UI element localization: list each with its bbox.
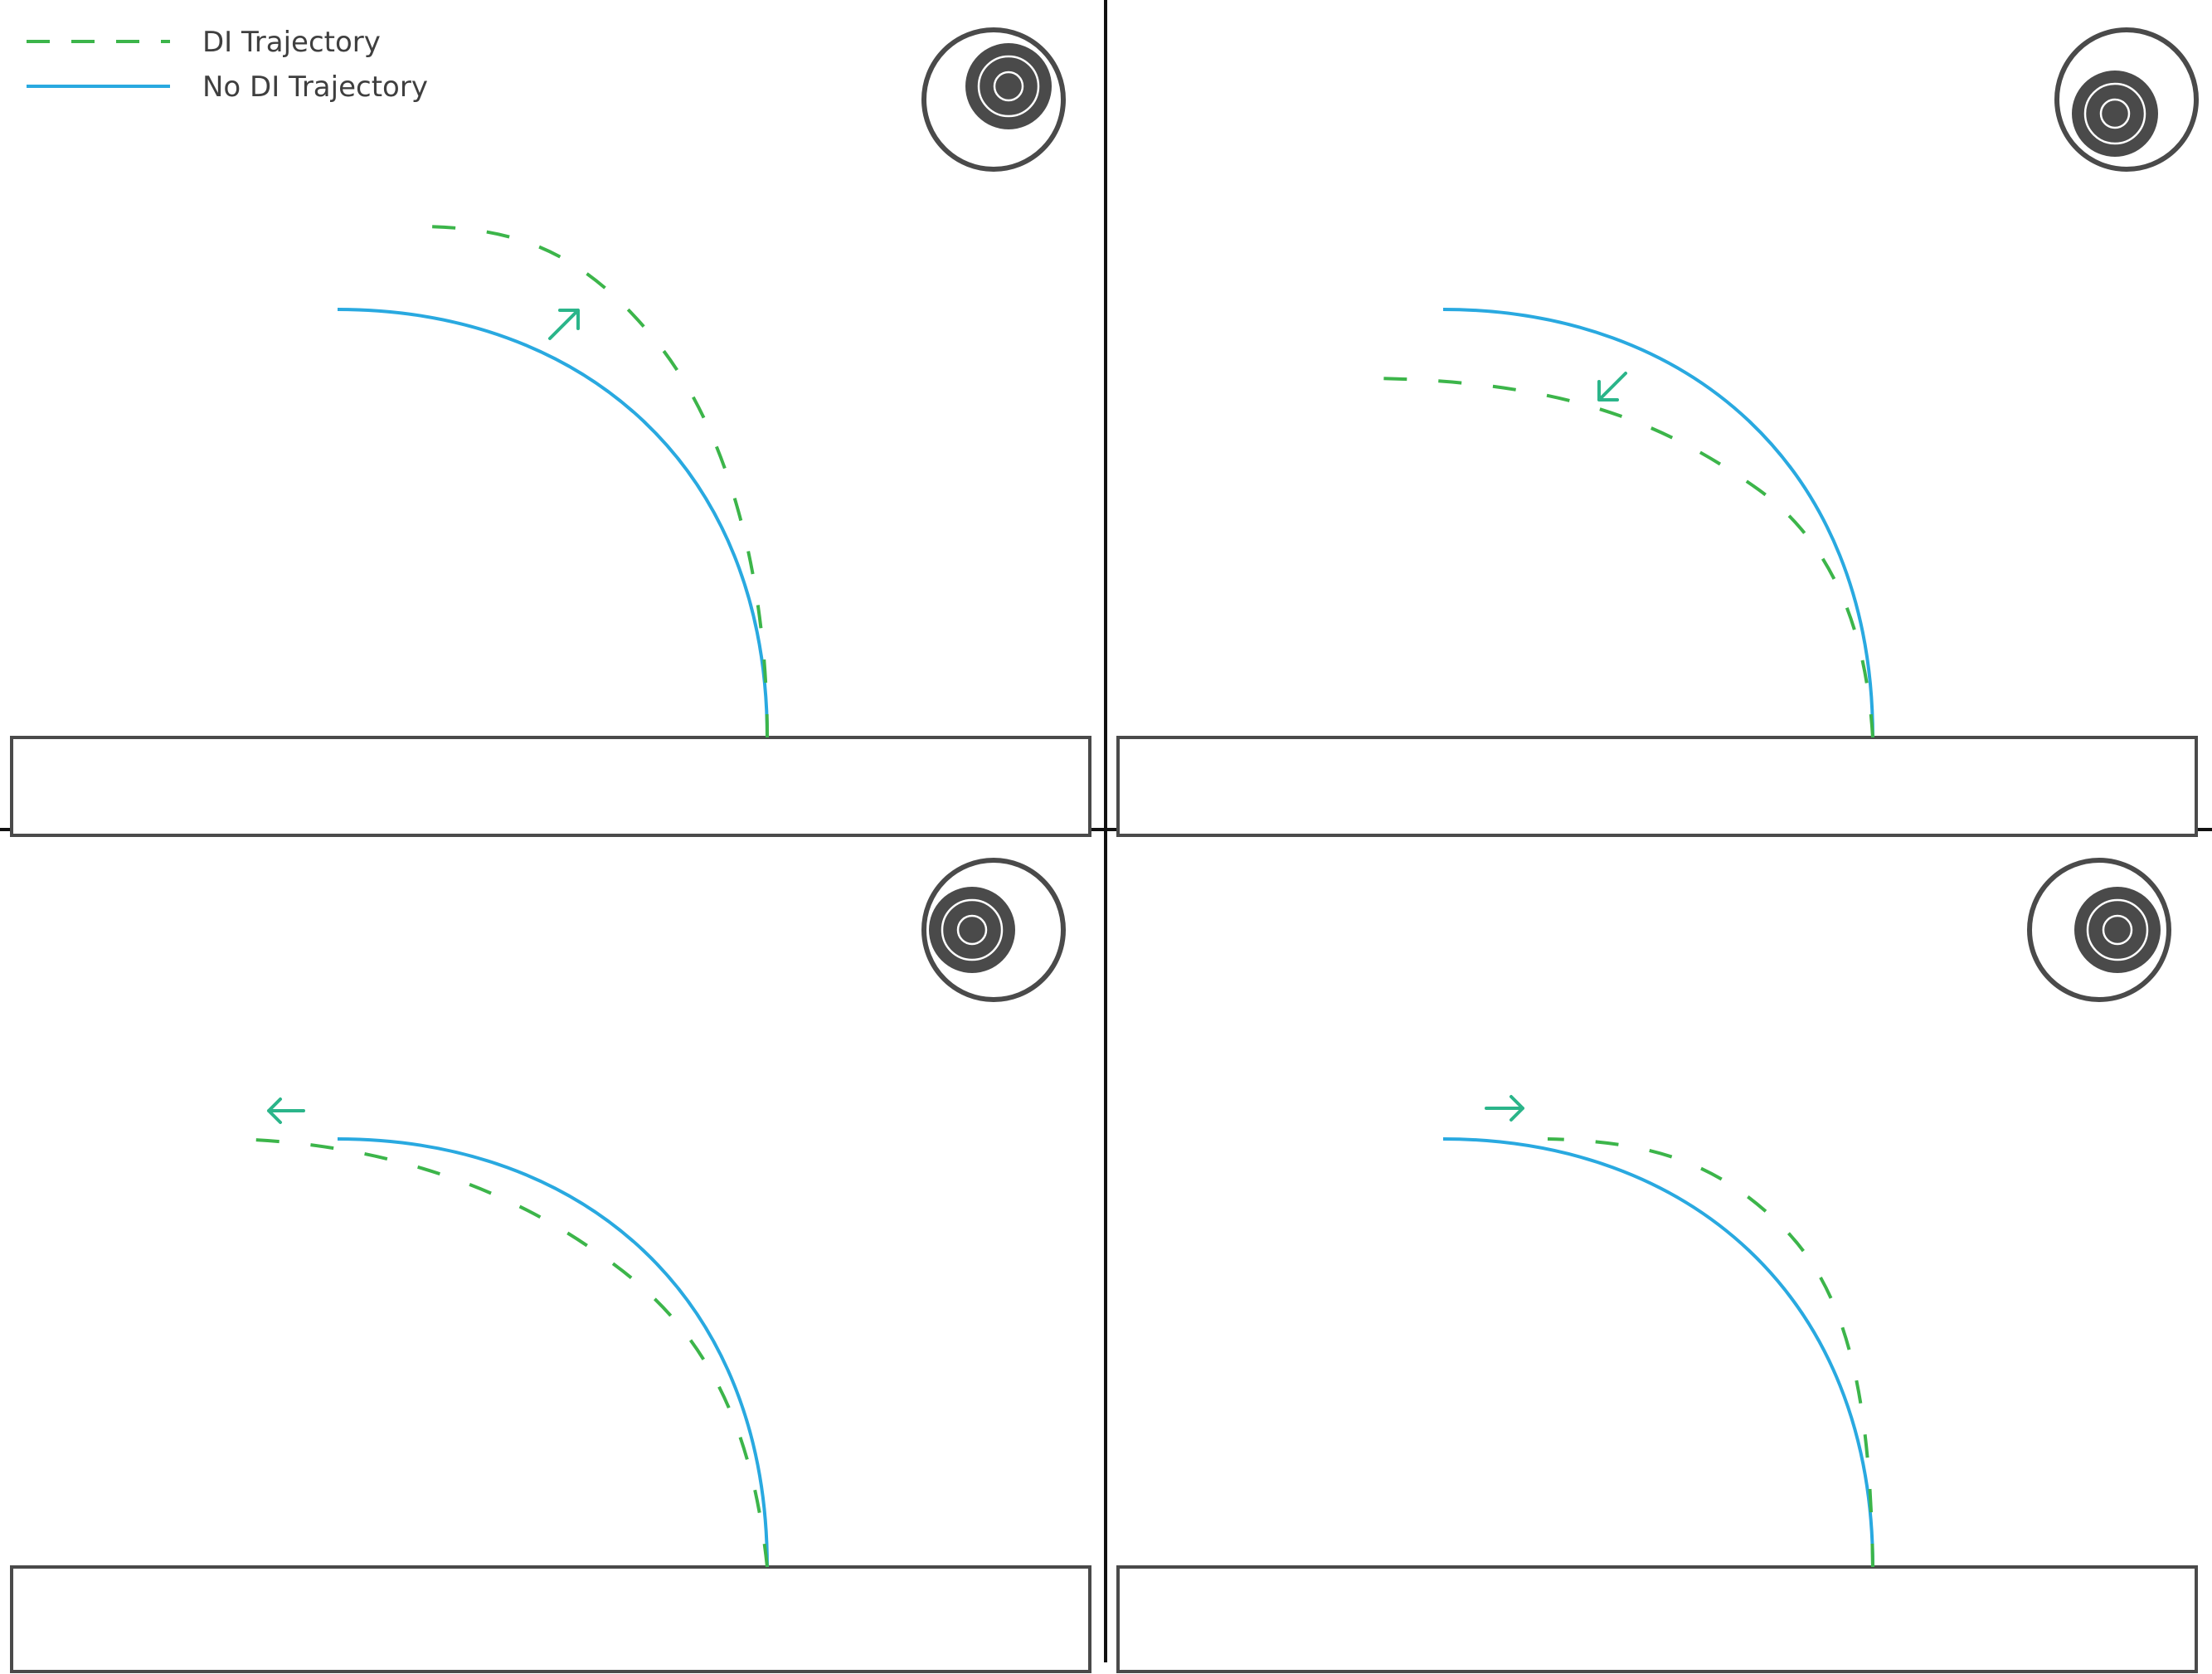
no-di-trajectory: [1442, 308, 1874, 738]
stick-knob-ring-inner: [956, 914, 988, 946]
stick-knob-ring-outer: [2083, 82, 2146, 145]
di-trajectory: [1373, 377, 1874, 738]
stick-knob-ring-inner: [2099, 98, 2131, 129]
panel-bottom-left: [10, 858, 1091, 1673]
di-trajectory: [1547, 1137, 1874, 1568]
panel-bottom-right: [1116, 858, 2198, 1673]
platform: [10, 1565, 1091, 1673]
stick-knob-ring-outer: [941, 898, 1004, 961]
arrow-left-icon: [267, 1097, 305, 1124]
no-di-trajectory: [1442, 1137, 1874, 1568]
legend: DI Trajectory No DI Trajectory: [27, 26, 428, 104]
legend-no-di-label: No DI Trajectory: [202, 71, 428, 104]
no-di-trajectory: [337, 1137, 769, 1568]
di-trajectory: [234, 1137, 769, 1568]
panel-top-left: [10, 27, 1091, 837]
di-arrow: [267, 1097, 305, 1124]
control-stick: [2054, 27, 2199, 172]
di-arrow: [1485, 1095, 1524, 1122]
legend-di-label: DI Trajectory: [202, 26, 381, 59]
stick-knob-ring-inner: [993, 71, 1024, 102]
platform: [10, 736, 1091, 837]
panel-top-right: [1116, 27, 2199, 837]
arrow-right-icon: [1485, 1095, 1524, 1122]
control-stick: [921, 27, 1066, 172]
di-arrow: [548, 309, 580, 340]
arrow-up-right-icon: [548, 309, 580, 340]
control-stick: [2027, 858, 2171, 1002]
platform: [1116, 736, 2198, 837]
control-stick: [921, 858, 1066, 1002]
arrow-down-left-icon: [1597, 372, 1627, 401]
platform: [1116, 1565, 2198, 1673]
stick-knob-ring-outer: [977, 55, 1040, 118]
stick-knob-ring-outer: [2086, 898, 2149, 961]
di-arrow: [1597, 372, 1627, 401]
no-di-trajectory: [337, 308, 769, 738]
di-trajectory: [414, 225, 769, 738]
stick-knob-ring-inner: [2102, 914, 2133, 946]
